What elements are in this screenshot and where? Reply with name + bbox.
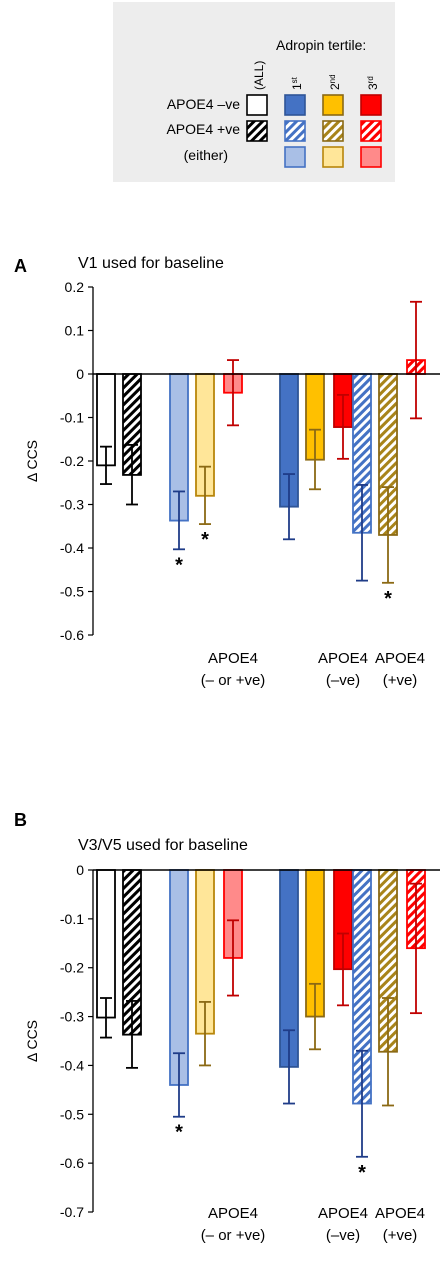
y-tick-label: 0 xyxy=(76,366,84,382)
group-label: APOE4 xyxy=(318,1205,368,1222)
group-label: APOE4 xyxy=(375,650,425,667)
significance-marker: * xyxy=(384,588,392,610)
legend-column-1: 1st xyxy=(290,76,304,90)
significance-marker: * xyxy=(175,1122,183,1144)
group-label: (–ve) xyxy=(326,1227,360,1244)
error-bar xyxy=(337,393,349,460)
y-tick-label: -0.7 xyxy=(60,1204,84,1220)
legend-swatch-t2-solid xyxy=(322,94,344,116)
chart-title: V1 used for baseline xyxy=(78,255,224,272)
y-tick-label: 0 xyxy=(76,862,84,878)
group-label: APOE4 xyxy=(208,1205,258,1222)
y-tick-label: -0.4 xyxy=(60,540,84,556)
y-tick-label: 0.1 xyxy=(65,323,85,339)
group-label: APOE4 xyxy=(318,650,368,667)
legend: Adropin tertile: (ALL) 1st 2nd 3rd APOE4… xyxy=(113,2,395,182)
significance-marker: * xyxy=(358,1162,366,1184)
y-tick-label: 0.2 xyxy=(65,279,85,295)
y-tick-label: -0.5 xyxy=(60,1106,84,1122)
legend-swatch-t3-solid xyxy=(360,94,382,116)
panel-a: A V1 used for baseline Δ CCS 0.2 0.1 0 -0.1 -0.… xyxy=(14,255,440,689)
y-axis-title: Δ CCS xyxy=(24,440,40,482)
legend-swatch-t1-solid xyxy=(284,94,306,116)
legend-swatch-all-hatch xyxy=(246,120,268,142)
error-bar xyxy=(309,428,321,491)
bar xyxy=(96,869,116,1019)
y-tick-label: -0.3 xyxy=(60,497,84,513)
y-tick-label: -0.5 xyxy=(60,584,84,600)
group-label: (–ve) xyxy=(326,672,360,689)
y-tick-label: -0.1 xyxy=(60,911,84,927)
error-bar xyxy=(173,490,185,551)
y-tick-label: -0.3 xyxy=(60,1009,84,1025)
legend-row-neg: APOE4 –ve xyxy=(167,96,240,112)
legend-column-all: (ALL) xyxy=(252,61,266,90)
error-bar xyxy=(356,1049,368,1158)
panel-label: A xyxy=(14,256,27,276)
error-bar xyxy=(356,484,368,582)
y-axis-title: Δ CCS xyxy=(24,1020,40,1062)
legend-row-pos: APOE4 +ve xyxy=(166,121,240,137)
error-bar xyxy=(410,300,422,420)
y-tick-label: -0.2 xyxy=(60,453,84,469)
error-bar xyxy=(100,997,112,1039)
error-bar xyxy=(199,1001,211,1067)
error-bar xyxy=(227,919,239,997)
group-label: (+ve) xyxy=(383,672,418,689)
error-bar xyxy=(199,465,211,525)
legend-column-3: 3rd xyxy=(366,76,380,90)
legend-swatch-t2-light xyxy=(322,146,344,168)
y-tick-label: -0.6 xyxy=(60,1155,84,1171)
y-tick-label: -0.6 xyxy=(60,627,84,643)
legend-row-either: (either) xyxy=(184,147,228,163)
legend-swatch-t3-light xyxy=(360,146,382,168)
error-bar xyxy=(337,932,349,1007)
y-tick-label: -0.2 xyxy=(60,960,84,976)
significance-marker: * xyxy=(175,554,183,576)
legend-column-2: 2nd xyxy=(328,74,342,90)
error-bar xyxy=(126,444,138,506)
error-bar xyxy=(100,445,112,485)
y-tick-label: -0.4 xyxy=(60,1057,84,1073)
legend-background xyxy=(113,2,395,182)
error-bar xyxy=(283,1029,295,1105)
error-bar xyxy=(227,359,239,427)
legend-swatch-t2-hatch xyxy=(322,120,344,142)
panel-b: B V3/V5 used for baseline Δ CCS 0 -0.1 -0.2 -0… xyxy=(14,810,440,1244)
error-bar xyxy=(382,486,394,584)
legend-swatch-t1-hatch xyxy=(284,120,306,142)
legend-swatch-t1-light xyxy=(284,146,306,168)
error-bar xyxy=(126,1000,138,1069)
group-label: (– or +ve) xyxy=(201,1227,266,1244)
group-label: APOE4 xyxy=(208,650,258,667)
error-bar xyxy=(410,882,422,1015)
error-bar xyxy=(309,982,321,1051)
error-bar xyxy=(173,1052,185,1118)
legend-swatch-t3-hatch xyxy=(360,120,382,142)
y-tick-label: -0.1 xyxy=(60,410,84,426)
legend-tertile-title: Adropin tertile: xyxy=(276,37,366,53)
group-label: (+ve) xyxy=(383,1227,418,1244)
error-bar xyxy=(382,997,394,1107)
error-bar xyxy=(283,473,295,541)
group-label: (– or +ve) xyxy=(201,672,266,689)
chart-title: V3/V5 used for baseline xyxy=(78,837,248,854)
panel-label: B xyxy=(14,810,27,830)
significance-marker: * xyxy=(201,529,209,551)
group-label: APOE4 xyxy=(375,1205,425,1222)
legend-swatch-all-solid xyxy=(246,94,268,116)
